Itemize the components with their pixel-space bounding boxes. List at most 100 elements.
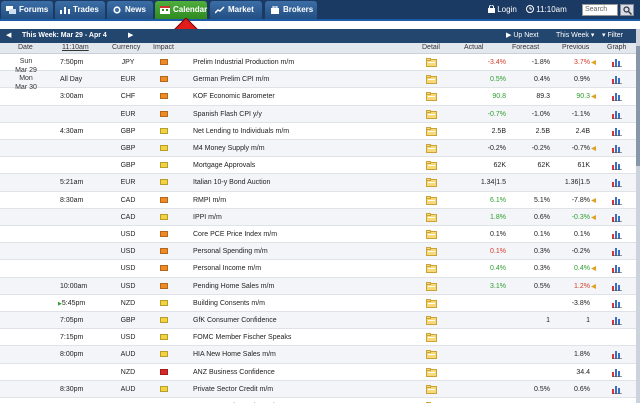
event-title[interactable]: GfK Consumer Confidence [193,317,277,324]
event-currency: JPY [121,59,135,66]
graph-icon[interactable] [612,264,622,274]
graph-icon[interactable] [612,213,622,222]
impact-orange-icon[interactable] [160,76,168,83]
detail-folder-icon[interactable] [426,350,437,360]
detail-folder-icon[interactable] [426,144,437,153]
impact-yellow-icon[interactable] [160,351,168,358]
login-link[interactable]: Login [488,0,517,19]
event-title[interactable]: Core PCE Price Index m/m [193,231,278,238]
detail-folder-icon[interactable] [426,384,437,394]
detail-folder-icon[interactable] [426,92,437,102]
graph-icon[interactable] [612,368,622,377]
scrollbar-thumb[interactable] [636,46,640,166]
detail-folder-icon[interactable] [426,316,437,325]
tab-forums[interactable]: Forums [1,1,53,19]
event-title[interactable]: KOF Economic Barometer [193,93,275,101]
graph-icon[interactable] [612,92,622,102]
event-title[interactable]: ANZ Business Confidence [193,368,275,376]
impact-orange-icon[interactable] [160,196,168,203]
next-week-button[interactable]: ▶ [128,32,134,39]
event-title[interactable]: Personal Income m/m [193,265,262,273]
impact-yellow-icon[interactable] [160,317,168,323]
tab-trades[interactable]: Trades [55,1,105,19]
impact-orange-icon[interactable] [160,59,168,65]
detail-folder-icon[interactable] [426,178,437,188]
detail-folder-icon[interactable] [426,109,437,119]
event-title[interactable]: Pending Home Sales m/m [193,282,275,290]
detail-folder-icon[interactable] [426,367,437,377]
search-button[interactable] [620,4,634,16]
graph-icon[interactable] [612,247,622,257]
event-title[interactable]: M4 Money Supply m/m [193,145,265,152]
event-title[interactable]: IPPI m/m [193,213,222,221]
detail-folder-icon[interactable] [426,230,437,239]
detail-folder-icon[interactable] [426,281,437,291]
prev-week-button[interactable]: ◀ [6,32,12,39]
detail-folder-icon[interactable] [426,333,437,343]
detail-folder-icon[interactable] [426,58,437,67]
impact-yellow-icon[interactable] [160,334,168,341]
event-title[interactable]: Personal Spending m/m [193,248,268,256]
up-next-button[interactable]: ▶ Up Next [506,32,539,39]
filter-button[interactable]: ▾ Filter [602,32,624,39]
tab-brokers[interactable]: Brokers [265,1,317,19]
detail-folder-icon[interactable] [426,75,437,85]
impact-yellow-icon[interactable] [160,127,168,134]
impact-yellow-icon[interactable] [160,299,168,306]
impact-orange-icon[interactable] [160,282,168,289]
impact-yellow-icon[interactable] [160,385,168,392]
impact-orange-icon[interactable] [160,110,168,117]
impact-yellow-icon[interactable] [160,162,168,169]
impact-orange-icon[interactable] [160,93,168,100]
detail-folder-icon[interactable] [426,212,437,222]
tab-calendar[interactable]: Calendar [155,1,207,19]
detail-folder-icon[interactable] [426,126,437,136]
event-title[interactable]: HIA New Home Sales m/m [193,351,276,359]
graph-icon[interactable] [612,316,622,325]
header-time[interactable]: 11:10am [62,44,89,51]
detail-folder-icon[interactable] [426,195,437,205]
event-title[interactable]: German Prelim CPI m/m [193,76,270,84]
event-title[interactable]: Italian 10-y Bond Auction [193,179,271,187]
detail-folder-icon[interactable] [426,264,437,274]
event-title[interactable]: RMPI m/m [193,196,227,204]
impact-orange-icon[interactable] [160,265,168,272]
impact-yellow-icon[interactable] [160,179,168,186]
graph-icon[interactable] [612,75,622,85]
event-title[interactable]: Private Sector Credit m/m [193,385,274,393]
impact-orange-icon[interactable] [160,248,168,255]
event-title[interactable]: Building Consents m/m [193,299,265,307]
graph-icon[interactable] [612,299,622,308]
event-title[interactable]: Net Lending to Individuals m/m [193,127,290,135]
graph-icon[interactable] [612,196,622,205]
graph-icon[interactable] [612,127,622,136]
impact-orange-icon[interactable] [160,231,168,237]
detail-folder-icon[interactable] [426,247,437,257]
impact-yellow-icon[interactable] [160,145,168,151]
graph-icon[interactable] [612,350,622,360]
tab-news[interactable]: News [107,1,153,19]
clock[interactable]: 11:10am [526,0,567,19]
graph-icon[interactable] [612,178,622,188]
detail-folder-icon[interactable] [426,161,437,171]
search-input[interactable]: Search [582,4,618,16]
graph-icon[interactable] [612,110,622,119]
tab-market[interactable]: Market [210,1,262,19]
graph-icon[interactable] [612,282,622,291]
graph-icon[interactable] [612,144,622,153]
scrollbar[interactable] [636,29,640,403]
event-title[interactable]: Spanish Flash CPI y/y [193,110,262,118]
this-week-select[interactable]: This Week ▾ [556,32,595,39]
event-title[interactable]: Prelim Industrial Production m/m [193,59,295,66]
graph-icon[interactable] [612,385,622,394]
graph-icon[interactable] [612,58,622,67]
graph-icon[interactable] [612,230,622,239]
detail-folder-icon[interactable] [426,298,437,308]
impact-red-icon[interactable] [160,368,168,375]
event-title[interactable]: FOMC Member Fischer Speaks [193,334,292,342]
impact-yellow-icon[interactable] [160,213,168,220]
event-title[interactable]: Mortgage Approvals [193,162,256,170]
event-title[interactable]: Average Cash Earnings y/y [193,398,278,403]
event-currency: USD [120,334,136,342]
graph-icon[interactable] [612,161,622,171]
